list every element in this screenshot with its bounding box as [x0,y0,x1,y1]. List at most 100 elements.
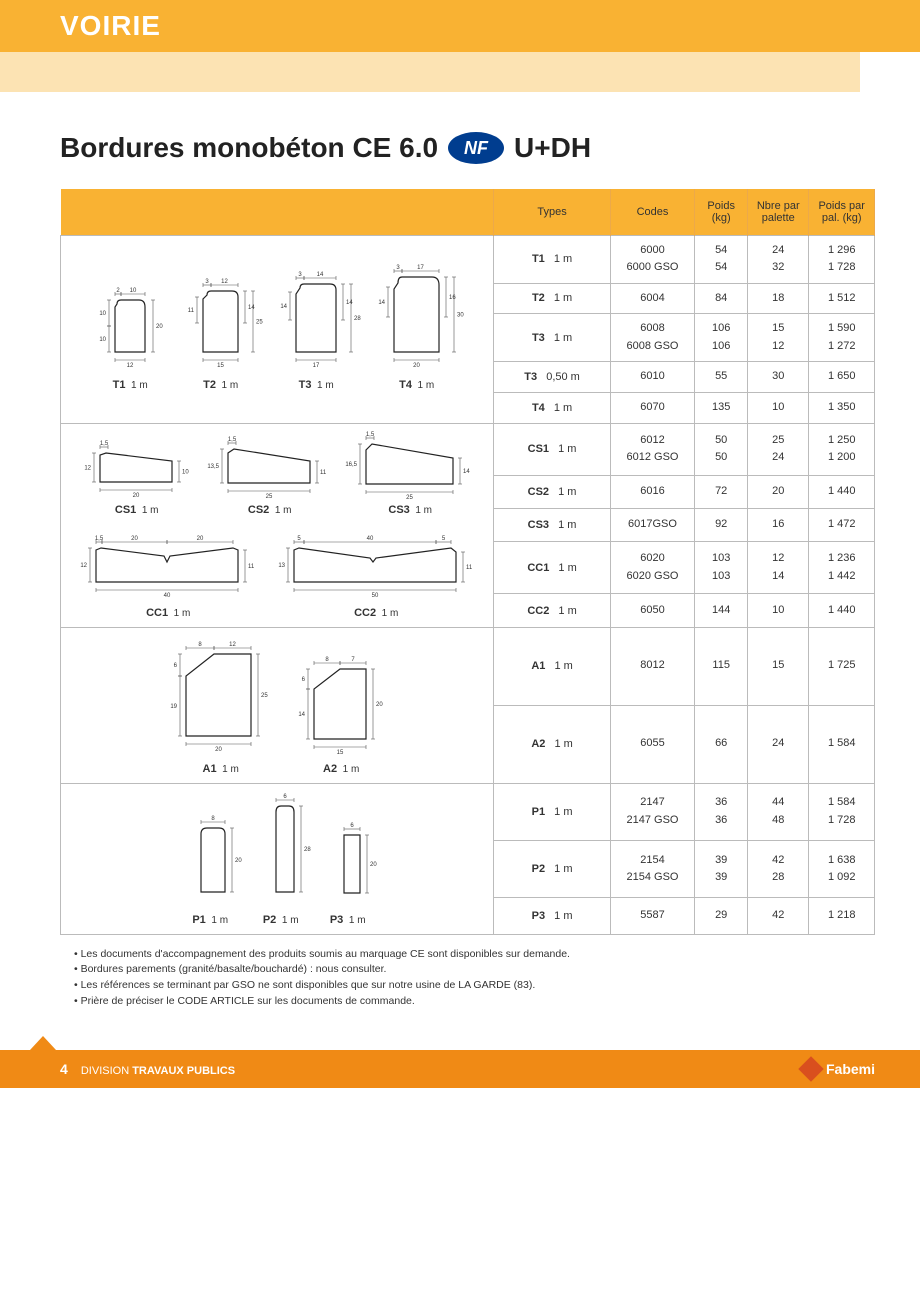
table-row: 21010102012T1 1 m31211142515T2 1 m314141… [61,235,875,283]
diagram-CS3: 1,516,51425CS3 1 m [348,432,473,516]
col-types: Types [494,189,610,235]
svg-text:40: 40 [367,536,374,542]
cell-nbre: 10 [748,393,809,424]
cell-ppal: 1 5901 272 [809,314,875,362]
cell-nbre: 2524 [748,423,809,475]
svg-text:8: 8 [198,642,202,648]
svg-text:20: 20 [413,363,420,369]
svg-text:8: 8 [211,816,215,822]
page-number: 4 [60,1061,68,1077]
svg-text:14: 14 [317,272,324,278]
svg-text:12: 12 [221,279,228,285]
cell-type: T1 1 m [494,235,610,283]
svg-text:10: 10 [130,288,137,294]
cell-ppal: 1 218 [809,898,875,934]
col-codes: Codes [610,189,695,235]
cell-poids: 66 [695,705,748,783]
svg-text:17: 17 [313,363,320,369]
svg-text:20: 20 [197,536,204,542]
cell-nbre: 1512 [748,314,809,362]
diagram-P2: 628P2 1 m [256,792,306,926]
svg-text:17: 17 [417,265,424,271]
notes-list: Les documents d'accompagnement des produ… [74,947,875,1010]
cell-codes: 21542154 GSO [610,840,695,897]
svg-text:28: 28 [304,847,311,853]
cell-ppal: 1 350 [809,393,875,424]
svg-text:3: 3 [397,265,401,271]
svg-text:12: 12 [84,465,91,471]
svg-text:30: 30 [457,313,464,319]
svg-text:6: 6 [173,663,177,669]
svg-text:20: 20 [131,536,138,542]
svg-text:2: 2 [117,288,121,294]
cell-ppal: 1 472 [809,509,875,542]
svg-text:15: 15 [217,363,224,369]
cell-ppal: 1 2961 728 [809,235,875,283]
cell-poids: 144 [695,594,748,627]
svg-text:14: 14 [281,304,288,310]
cell-codes: 6016 [610,475,695,508]
title-part-a: Bordures monobéton CE 6.0 [60,132,438,164]
cell-codes: 6004 [610,283,695,314]
svg-text:20: 20 [215,747,222,753]
cell-codes: 6017GSO [610,509,695,542]
svg-text:13,5: 13,5 [207,464,219,470]
svg-text:10: 10 [100,337,107,343]
svg-text:1,5: 1,5 [366,432,375,438]
svg-text:14: 14 [379,300,386,306]
svg-text:1,5: 1,5 [228,437,237,443]
footer-triangle-icon [30,1036,56,1050]
cell-poids: 3636 [695,783,748,840]
diagram-cell: 1,5121020CS1 1 m1,513,51125CS2 1 m1,516,… [61,423,494,627]
cell-codes: 8012 [610,627,695,705]
col-poids: Poids (kg) [695,189,748,235]
diagram-T3: 31414142817T3 1 m [276,272,356,391]
svg-text:11: 11 [320,470,327,476]
svg-text:25: 25 [256,320,263,326]
category-title: VOIRIE [60,10,920,42]
cell-ppal: 1 725 [809,627,875,705]
cell-poids: 103103 [695,542,748,594]
diagram-P1: 820P1 1 m [183,812,238,926]
svg-text:20: 20 [156,324,163,330]
cell-ppal: 1 2501 200 [809,423,875,475]
svg-text:20: 20 [376,702,383,708]
title-part-b: U+DH [514,132,591,164]
cell-nbre: 18 [748,283,809,314]
cell-poids: 3939 [695,840,748,897]
table-row: 1,5121020CS1 1 m1,513,51125CS2 1 m1,516,… [61,423,875,475]
cell-ppal: 1 5841 728 [809,783,875,840]
cell-ppal: 1 440 [809,594,875,627]
brand-icon [798,1056,823,1081]
diagram-P3: 620P3 1 m [324,817,372,926]
cell-codes: 60086008 GSO [610,314,695,362]
svg-text:12: 12 [81,563,88,569]
cell-poids: 115 [695,627,748,705]
division-label-b: TRAVAUX PUBLICS [132,1065,235,1077]
diagram-A2: 876142015A2 1 m [294,651,389,775]
cell-nbre: 10 [748,594,809,627]
footer-left: 4 DIVISION TRAVAUX PUBLICS [60,1061,235,1077]
svg-text:25: 25 [261,693,268,699]
cell-codes: 6070 [610,393,695,424]
diagram-T4: 31714163020T4 1 m [374,267,459,391]
diagram-T1: 21010102012T1 1 m [95,282,165,391]
cell-nbre: 15 [748,627,809,705]
page-title: Bordures monobéton CE 6.0 NF U+DH [60,132,875,164]
cell-poids: 5050 [695,423,748,475]
cell-type: CC2 1 m [494,594,610,627]
cell-type: T4 1 m [494,393,610,424]
svg-text:6: 6 [350,823,354,829]
cell-codes: 6010 [610,362,695,393]
division-label-a: DIVISION [81,1065,132,1077]
cell-poids: 29 [695,898,748,934]
cell-nbre: 1214 [748,542,809,594]
cell-type: CS3 1 m [494,509,610,542]
svg-text:14: 14 [346,300,353,306]
cell-codes: 60006000 GSO [610,235,695,283]
svg-text:12: 12 [229,642,236,648]
svg-text:6: 6 [283,794,287,800]
svg-text:20: 20 [370,862,377,868]
svg-text:25: 25 [406,495,413,501]
svg-text:6: 6 [301,677,305,683]
